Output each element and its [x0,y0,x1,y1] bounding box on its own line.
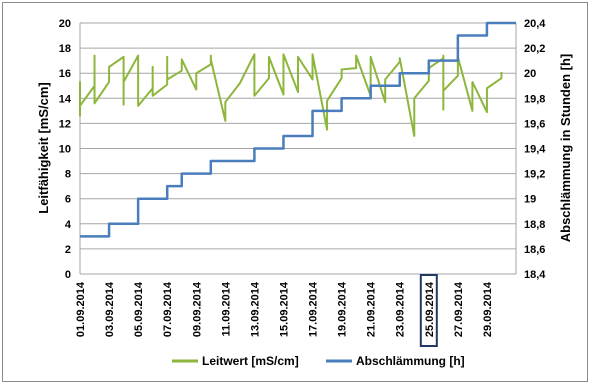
y-tick-left: 0 [65,269,71,281]
x-tick-label: 05.09.2014 [133,281,145,337]
x-tick-labels: 01.09.2014 03.09.2014 05.09.2014 07.09.2014… [75,274,494,347]
y-tick-right: 20,2 [524,43,545,55]
y-tick-right: 18,6 [524,244,545,256]
legend-label-leitwert: Leitwert [mS/cm] [202,354,299,368]
tick-labels: 0 2 4 6 8 10 12 14 16 18 20 18,4 18,6 18,8 19 19,2 19,4 1… [59,18,547,281]
x-tick-label: 09.09.2014 [191,281,203,337]
x-tick-label: 13.09.2014 [249,281,261,337]
highlight-box [419,274,438,347]
y-axis-right-title: Abschlämmung in Stunden [h] [558,54,573,243]
y-tick-left: 14 [59,93,72,105]
x-tick-label: 07.09.2014 [162,281,174,337]
y-axis-left-title: Leitfähigkeit [mS/cm] [36,82,51,213]
x-tick-label: 03.09.2014 [104,281,116,337]
y-tick-left: 12 [59,118,71,130]
y-tick-right: 19 [524,194,536,206]
x-tick-label: 25.09.2014 [424,281,436,337]
y-tick-left: 10 [59,144,71,156]
y-tick-right: 20,4 [524,18,546,30]
y-tick-left: 20 [59,18,71,30]
x-tick-label: 15.09.2014 [278,281,290,337]
y-tick-right: 19,8 [524,93,545,105]
y-tick-right: 19,6 [524,118,545,130]
y-tick-left: 4 [65,219,72,231]
x-tick-label: 11.09.2014 [220,281,232,336]
y-tick-left: 16 [59,68,71,80]
x-tick-label: 29.09.2014 [482,281,494,337]
legend-label-abschlaemmung: Abschlämmung [h] [356,354,465,368]
x-tick-label: 19.09.2014 [337,281,349,337]
legend: Leitwert [mS/cm] Abschlämmung [h] [172,354,465,368]
x-tick-label: 23.09.2014 [395,281,407,337]
x-tick-label: 21.09.2014 [366,281,378,337]
y-tick-right: 18,4 [524,269,546,281]
series-line-1 [80,21,516,238]
chart-frame [2,2,588,382]
series-lines [79,21,516,238]
y-tick-right: 18,8 [524,219,545,231]
x-tick-label: 27.09.2014 [453,281,465,337]
y-tick-right: 19,4 [524,144,546,156]
y-tick-left: 2 [65,244,71,256]
y-tick-left: 8 [65,169,71,181]
y-tick-right: 20 [524,68,536,80]
y-tick-left: 6 [65,194,71,206]
x-tick-label: 17.09.2014 [308,281,320,337]
x-tick-label: 01.09.2014 [75,281,87,337]
y-tick-right: 19,2 [524,169,545,181]
y-tick-left: 18 [59,43,71,55]
